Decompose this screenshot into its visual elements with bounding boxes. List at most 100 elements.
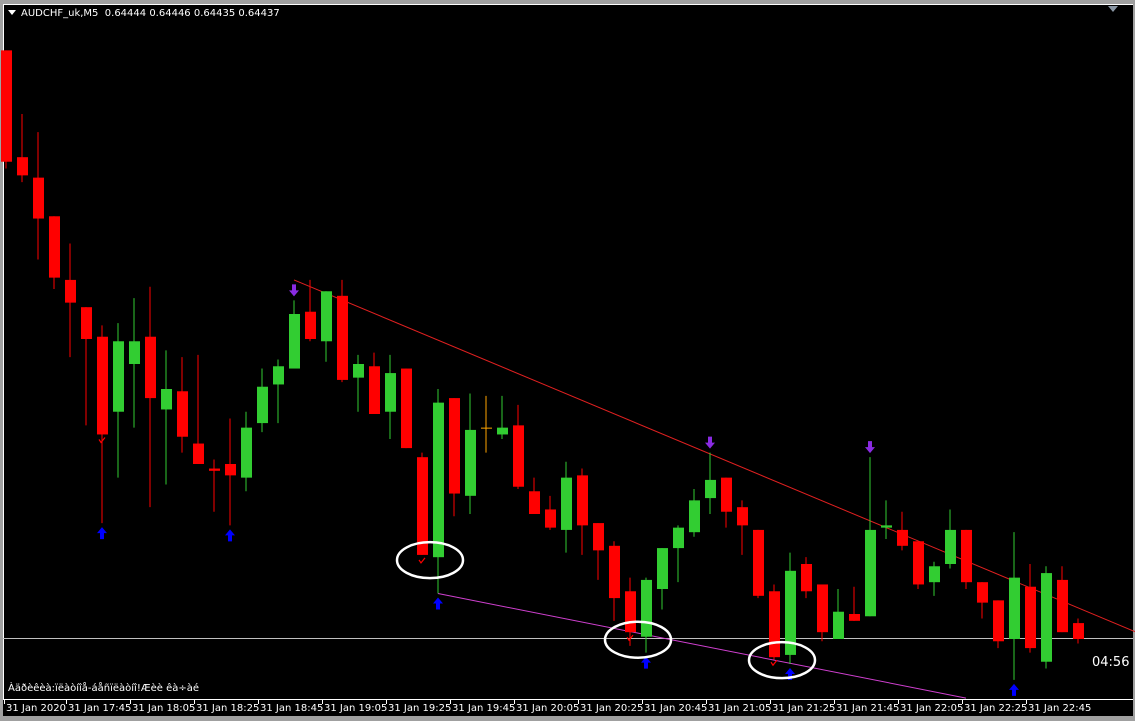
time-axis-label: 31 Jan 19:25 [388,703,451,714]
candle-body [913,541,924,585]
candle-body [385,373,396,412]
candle-body [641,579,652,637]
candle-body [849,614,860,621]
candle [209,459,220,512]
candle-body [1025,586,1036,649]
time-axis-label: 31 Jan 18:25 [196,703,259,714]
candle [273,359,284,424]
candle [897,511,908,551]
candle-body [449,398,460,494]
candle [17,114,28,183]
buy-arrow-icon [97,527,107,540]
candle [833,589,844,639]
candle [817,584,828,642]
candle [881,500,892,539]
check-mark-icon [626,634,634,642]
time-axis-label: 31 Jan 18:45 [260,703,323,714]
candle [513,404,524,489]
candle [1041,566,1052,669]
sell-arrow-icon [865,441,875,454]
candle-body [241,427,252,478]
candle-body [817,584,828,633]
candle-body [129,341,140,364]
candle [1025,564,1036,653]
candle [577,468,588,555]
candle-body [1041,573,1052,662]
candle-body [1073,623,1084,639]
candle [289,300,300,369]
candle-body [801,564,812,592]
chart-shift-marker-icon[interactable] [1108,6,1118,12]
time-axis-label: 31 Jan 21:45 [836,703,899,714]
time-axis-label: 31 Jan 22:45 [1028,703,1091,714]
time-axis-label: 31 Jan 19:05 [324,703,387,714]
candle [433,389,444,594]
dropdown-triangle-icon[interactable] [8,10,16,15]
candle [961,529,972,589]
candle-body [561,477,572,530]
time-axis-label: 31 Jan 21:05 [708,703,771,714]
candle-body [209,468,220,471]
candle-body [689,500,700,533]
candle [129,298,140,428]
indicator-note: Àäðèêèà:ïëàòíîå-áåñïëàòíî!Æèè êà÷àé [8,683,200,694]
candle-body [65,279,76,303]
candle-body [369,366,380,414]
candle [721,477,732,528]
candle-body [721,477,732,512]
candle-body [193,443,204,464]
candle [593,523,604,580]
check-mark-icon [98,437,106,444]
candle [49,216,60,289]
candle-body [481,427,492,429]
candle [993,600,1004,649]
candle [785,552,796,664]
candle-body [785,570,796,655]
candle [65,243,76,358]
candle-body [577,475,588,526]
candle [193,354,204,464]
candle [241,411,252,492]
candle-body [881,525,892,528]
highlight-circle [603,620,673,659]
candle-body [177,391,188,437]
candle [913,541,924,589]
candle [337,279,348,383]
candle [417,452,428,555]
time-axis-label: 31 Jan 17:45 [68,703,131,714]
candle-body [929,566,940,583]
candle [497,395,508,439]
candle [81,307,92,426]
candle-body [961,529,972,583]
check-mark-icon [770,659,778,667]
sell-arrow-icon [289,284,299,297]
candle-body [97,336,108,435]
time-axis-label: 31 Jan 20:05 [516,703,579,714]
candle [1,50,12,169]
candle-body [465,429,476,496]
candle [1073,618,1084,644]
chart-header: AUDCHF_uk,M5 0.64444 0.64446 0.64435 0.6… [8,8,280,19]
candle-body [273,366,284,385]
time-axis-label: 31 Jan 2020 [6,703,66,714]
candle-body [545,509,556,528]
candle-body [113,341,124,412]
candle-body [1,50,12,162]
chart-background [3,4,1133,716]
candle-body [417,457,428,555]
candle [545,495,556,530]
candle [161,350,172,485]
candle [33,132,44,260]
candle-body [705,479,716,499]
buy-arrow-icon [433,597,443,610]
time-axis-label: 31 Jan 21:25 [772,703,835,714]
candle-body [529,491,540,514]
candle-body [609,545,620,599]
time-axis-label: 31 Jan 18:05 [132,703,195,714]
candle-body [81,307,92,339]
candle-body [945,529,956,564]
candle-body [337,295,348,380]
candle [257,368,268,433]
candle [369,352,380,414]
